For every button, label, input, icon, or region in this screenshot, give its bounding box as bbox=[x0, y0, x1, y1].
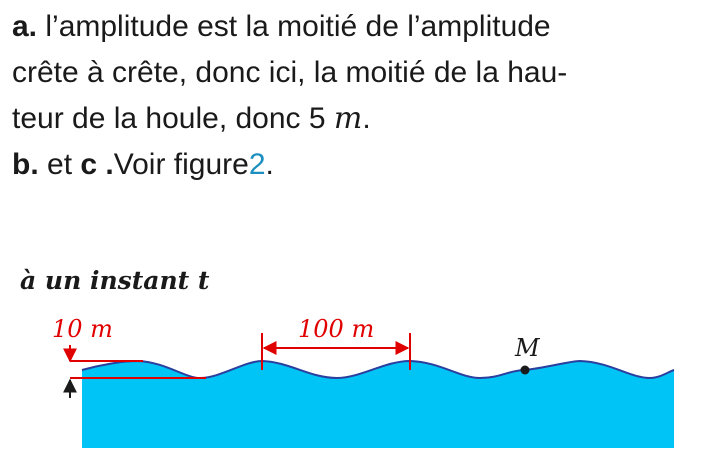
answer-line-a: a. l’amplitude est la moitié de l’amplit… bbox=[12, 4, 702, 50]
line3-text: teur de la houle, donc 5 bbox=[12, 102, 334, 135]
line2-text: crête à crête, donc ici, la moitié de la… bbox=[12, 56, 568, 89]
point-m-dot bbox=[520, 365, 530, 375]
figure-ref-link[interactable]: 2 bbox=[248, 148, 266, 181]
line1-text: l’amplitude est la moitié de l’amplitude bbox=[37, 10, 551, 43]
part-b-label: b. bbox=[12, 148, 39, 181]
height-label: 10 m bbox=[52, 315, 113, 343]
unit-m: m bbox=[333, 101, 363, 136]
and-text: et bbox=[38, 148, 81, 181]
point-m-label: M bbox=[514, 334, 541, 362]
wavelength-label: 100 m bbox=[298, 315, 374, 343]
see-figure-text: Voir figure bbox=[113, 148, 249, 181]
water-body bbox=[82, 361, 674, 448]
answer-line-3: teur de la houle, donc 5 m. bbox=[12, 96, 702, 142]
answer-line-bc: b. et c .Voir figure2. bbox=[12, 142, 702, 188]
part-a-label: a. bbox=[12, 10, 38, 43]
line-bc-end: . bbox=[265, 148, 274, 181]
line3-end: . bbox=[362, 102, 371, 135]
figure-caption: à un instant t bbox=[20, 266, 210, 295]
answer-line-2: crête à crête, donc ici, la moitié de la… bbox=[12, 50, 702, 96]
part-c-label: c . bbox=[80, 148, 114, 181]
